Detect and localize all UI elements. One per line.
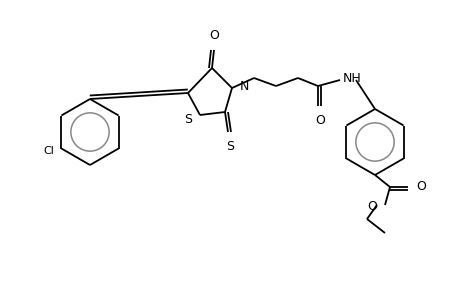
Text: S: S [225,140,234,153]
Text: S: S [184,112,191,125]
Text: N: N [240,80,249,92]
Text: O: O [366,200,376,214]
Text: Cl: Cl [44,146,54,155]
Text: O: O [314,114,324,127]
Text: NH: NH [342,71,361,85]
Text: O: O [208,29,218,42]
Text: O: O [415,181,425,194]
